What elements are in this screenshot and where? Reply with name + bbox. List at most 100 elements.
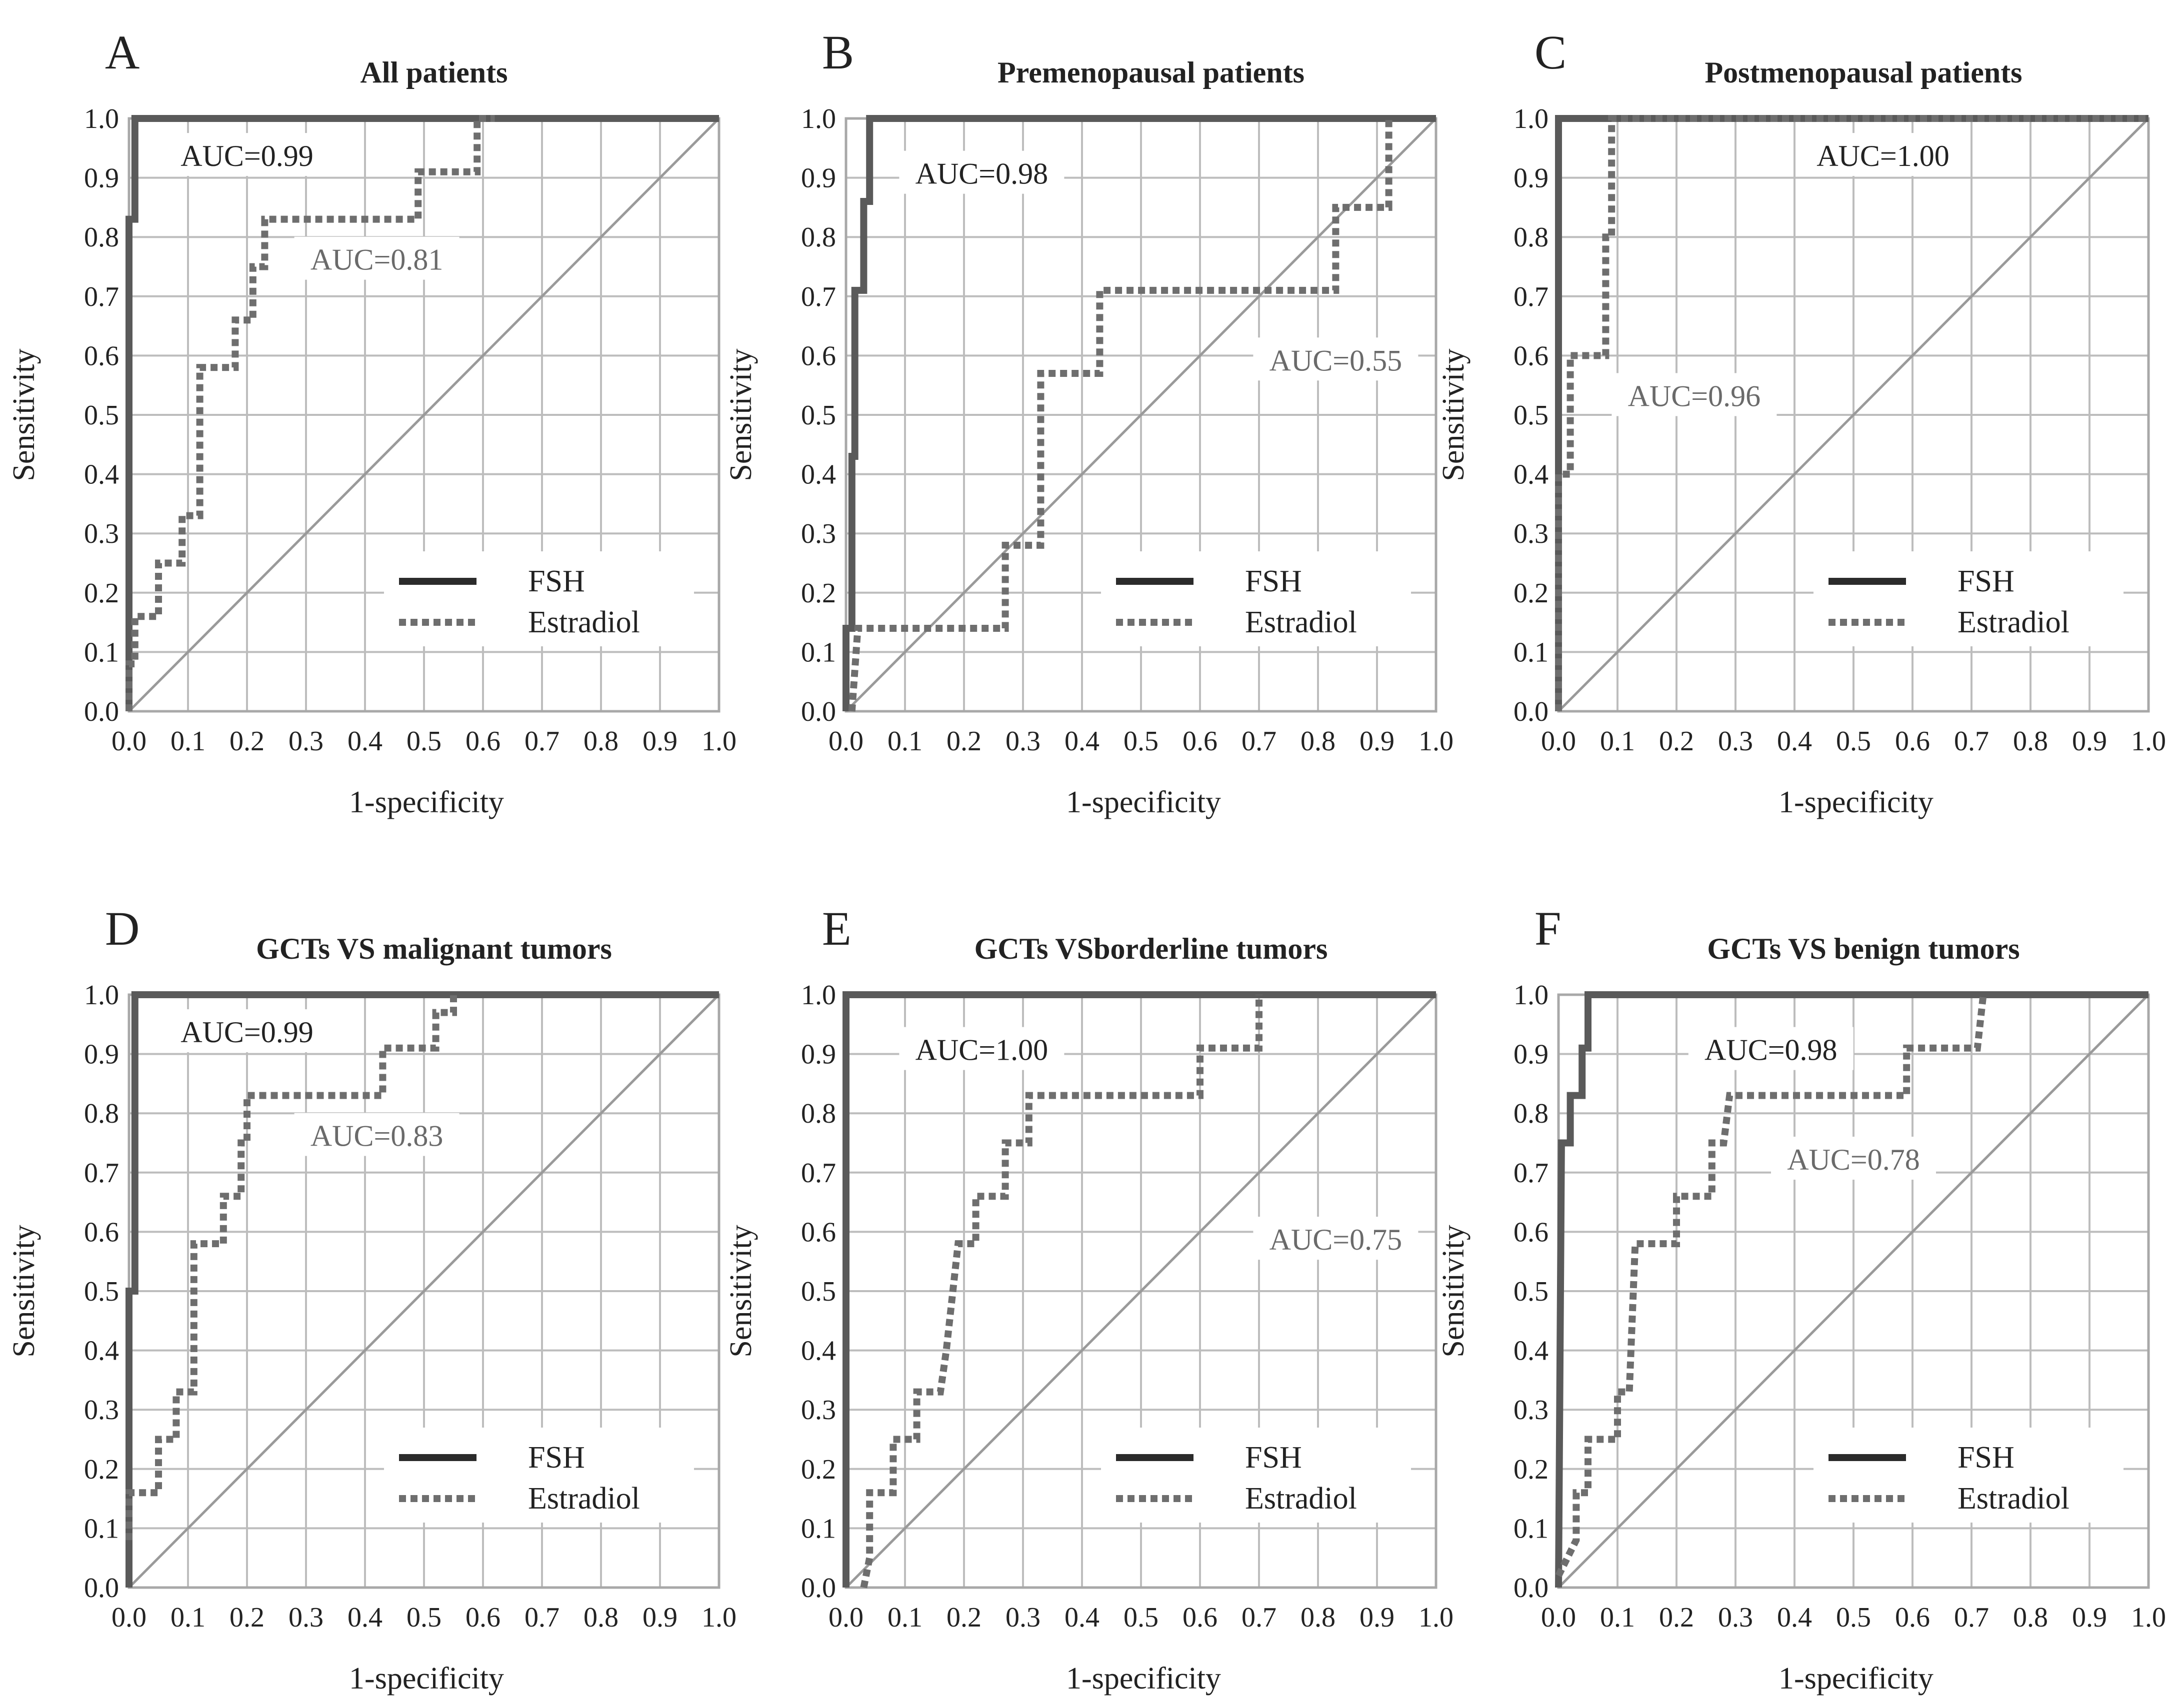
auc-annotation: AUC=0.96 bbox=[1628, 379, 1761, 412]
x-tick-label: 0.0 bbox=[1541, 726, 1576, 757]
y-tick-label: 0.0 bbox=[801, 696, 836, 727]
x-tick-label: 0.1 bbox=[888, 726, 922, 757]
legend-label-estradiol: Estradiol bbox=[1245, 605, 1357, 639]
y-tick-label: 0.9 bbox=[801, 1039, 836, 1070]
legend-box bbox=[1814, 551, 2124, 646]
x-tick-label: 0.5 bbox=[1836, 1602, 1871, 1633]
y-tick-label: 0.5 bbox=[84, 400, 119, 431]
annotation-box bbox=[164, 1009, 330, 1053]
x-tick-label: 0.2 bbox=[230, 1602, 264, 1633]
panel-a: 0.0 0.1 0.2 0.3 0.4 0.5 0.6 0.7 0.8 0.9 1.0 0.0 0.1 0… bbox=[7, 25, 736, 819]
x-tick-label: 0.2 bbox=[230, 726, 264, 757]
y-tick-label: 0.4 bbox=[801, 1336, 836, 1367]
legend-label-fsh: FSH bbox=[1958, 1441, 2014, 1475]
y-tick-label: 0.6 bbox=[84, 340, 119, 371]
x-tick-label: 0.8 bbox=[584, 726, 618, 757]
panel-title: GCTs VS benign tumors bbox=[1707, 932, 2020, 965]
x-tick-label: 0.4 bbox=[1064, 1602, 1100, 1633]
x-tick-label: 1.0 bbox=[2131, 726, 2166, 757]
fsh-roc-curve bbox=[126, 991, 719, 1588]
y-tick-label: 1.0 bbox=[1514, 980, 1548, 1011]
y-tick-label: 0.6 bbox=[801, 340, 836, 371]
auc-annotation: AUC=0.75 bbox=[1270, 1223, 1402, 1256]
fsh-roc-curve bbox=[842, 115, 1436, 711]
panel-title: Postmenopausal patients bbox=[1704, 56, 2022, 89]
y-tick-label: 0.5 bbox=[801, 1276, 836, 1307]
y-tick-label: 0.9 bbox=[1514, 163, 1548, 194]
y-axis-label: Sensitivity bbox=[7, 348, 41, 481]
y-tick-label: 0.6 bbox=[1514, 1217, 1548, 1248]
y-tick-label: 0.8 bbox=[1514, 1098, 1548, 1129]
x-tick-label: 0.3 bbox=[1718, 726, 1753, 757]
panel-letter: A bbox=[105, 25, 140, 79]
y-tick-label: 0.2 bbox=[84, 578, 119, 609]
legend-label-estradiol: Estradiol bbox=[1245, 1482, 1357, 1516]
x-tick-label: 0.1 bbox=[1600, 726, 1635, 757]
reference-diagonal bbox=[1558, 117, 2150, 712]
auc-annotation: AUC=0.98 bbox=[1704, 1034, 1838, 1067]
annotation-box bbox=[1253, 1217, 1418, 1260]
y-tick-label: 0.9 bbox=[1514, 1039, 1548, 1070]
legend-label-fsh: FSH bbox=[1958, 564, 2014, 598]
legend-box bbox=[384, 1428, 694, 1523]
estradiol-roc-curve bbox=[126, 995, 457, 1541]
annotation-box bbox=[294, 1113, 460, 1156]
reference-diagonal bbox=[1558, 994, 2150, 1589]
auc-annotation: AUC=0.81 bbox=[310, 243, 444, 276]
y-axis-label: Sensitivity bbox=[1436, 348, 1470, 481]
x-tick-label: 0.6 bbox=[1895, 1602, 1930, 1633]
annotation-box bbox=[1800, 133, 1966, 176]
y-tick-label: 0.1 bbox=[84, 637, 119, 668]
y-tick-label: 0.7 bbox=[1514, 281, 1548, 312]
estradiol-roc-curve bbox=[848, 118, 1392, 712]
annotation-box bbox=[899, 1027, 1064, 1070]
x-tick-label: 0.5 bbox=[1836, 726, 1871, 757]
annotation-box bbox=[1688, 1027, 1854, 1070]
x-tick-label: 0.6 bbox=[466, 726, 500, 757]
fsh-roc-curve bbox=[1555, 991, 2148, 1588]
y-tick-label: 0.1 bbox=[1514, 637, 1548, 668]
y-tick-label: 0.3 bbox=[1514, 1395, 1548, 1426]
y-axis-label: Sensitivity bbox=[7, 1225, 41, 1357]
y-tick-label: 0.6 bbox=[801, 1217, 836, 1248]
panel-title: GCTs VSborderline tumors bbox=[974, 932, 1328, 965]
estradiol-roc-curve bbox=[1555, 115, 2148, 711]
x-tick-label: 1.0 bbox=[2131, 1602, 2166, 1633]
x-tick-label: 1.0 bbox=[702, 1602, 736, 1633]
fsh-roc-curve bbox=[842, 991, 1436, 1588]
x-tick-label: 0.0 bbox=[1541, 1602, 1576, 1633]
y-tick-label: 0.5 bbox=[801, 400, 836, 431]
panel-letter: C bbox=[1534, 25, 1566, 79]
x-axis-label: 1-specificity bbox=[1778, 1662, 1934, 1696]
legend-label-fsh: FSH bbox=[1245, 564, 1302, 598]
x-tick-label: 0.3 bbox=[288, 1602, 324, 1633]
annotation-box bbox=[1771, 1137, 1936, 1180]
estradiol-roc-curve bbox=[126, 115, 495, 711]
y-tick-label: 0.8 bbox=[801, 1098, 836, 1129]
y-tick-label: 0.8 bbox=[84, 222, 119, 253]
y-tick-label: 0.1 bbox=[801, 1513, 836, 1544]
y-tick-label: 0.4 bbox=[801, 459, 836, 490]
auc-annotation: AUC=0.99 bbox=[180, 1016, 314, 1049]
annotation-box bbox=[1253, 337, 1418, 381]
x-tick-label: 0.4 bbox=[1064, 726, 1100, 757]
x-axis-label: 1-specificity bbox=[1066, 785, 1221, 819]
y-tick-label: 0.1 bbox=[84, 1513, 119, 1544]
x-tick-label: 0.5 bbox=[1124, 726, 1158, 757]
y-tick-label: 0.0 bbox=[84, 1573, 119, 1604]
x-tick-label: 0.0 bbox=[828, 1602, 864, 1633]
x-tick-label: 0.9 bbox=[642, 1602, 678, 1633]
x-tick-label: 0.9 bbox=[2072, 1602, 2107, 1633]
y-tick-label: 0.4 bbox=[1514, 459, 1548, 490]
y-tick-label: 0.3 bbox=[84, 1395, 119, 1426]
y-tick-label: 0.3 bbox=[801, 518, 836, 549]
y-axis-label: Sensitivity bbox=[1436, 1225, 1470, 1357]
x-tick-label: 0.4 bbox=[348, 1602, 382, 1633]
auc-annotation: AUC=0.78 bbox=[1787, 1143, 1920, 1176]
x-tick-label: 0.8 bbox=[584, 1602, 618, 1633]
x-tick-label: 0.7 bbox=[524, 1602, 560, 1633]
x-axis-label: 1-specificity bbox=[1066, 1662, 1221, 1696]
x-tick-label: 0.2 bbox=[1659, 1602, 1694, 1633]
y-tick-label: 0.1 bbox=[801, 637, 836, 668]
y-tick-label: 0.4 bbox=[1514, 1336, 1548, 1367]
